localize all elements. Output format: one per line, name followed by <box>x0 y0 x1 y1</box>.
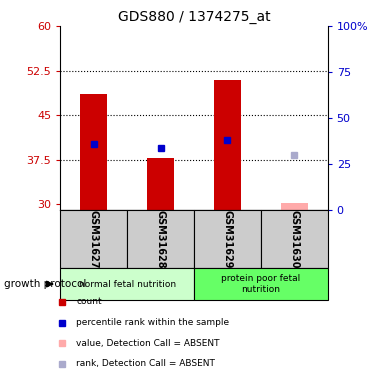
Text: protein poor fetal
nutrition: protein poor fetal nutrition <box>221 274 300 294</box>
Text: GSM31629: GSM31629 <box>222 210 232 268</box>
Bar <box>194 268 328 300</box>
Text: value, Detection Call = ABSENT: value, Detection Call = ABSENT <box>76 339 220 348</box>
Bar <box>194 210 261 268</box>
Text: count: count <box>76 297 102 306</box>
Bar <box>127 210 194 268</box>
Text: GSM31630: GSM31630 <box>289 210 299 268</box>
Text: GSM31628: GSM31628 <box>156 210 166 268</box>
Bar <box>60 210 127 268</box>
Text: rank, Detection Call = ABSENT: rank, Detection Call = ABSENT <box>76 359 215 368</box>
Text: normal fetal nutrition: normal fetal nutrition <box>79 280 176 289</box>
Text: percentile rank within the sample: percentile rank within the sample <box>76 318 229 327</box>
Bar <box>147 158 174 210</box>
Bar <box>261 210 328 268</box>
Text: growth protocol: growth protocol <box>4 279 86 289</box>
Title: GDS880 / 1374275_at: GDS880 / 1374275_at <box>118 10 270 24</box>
Bar <box>214 80 241 210</box>
Bar <box>60 268 194 300</box>
Bar <box>80 94 107 210</box>
Text: GSM31627: GSM31627 <box>89 210 99 268</box>
Bar <box>281 203 308 210</box>
